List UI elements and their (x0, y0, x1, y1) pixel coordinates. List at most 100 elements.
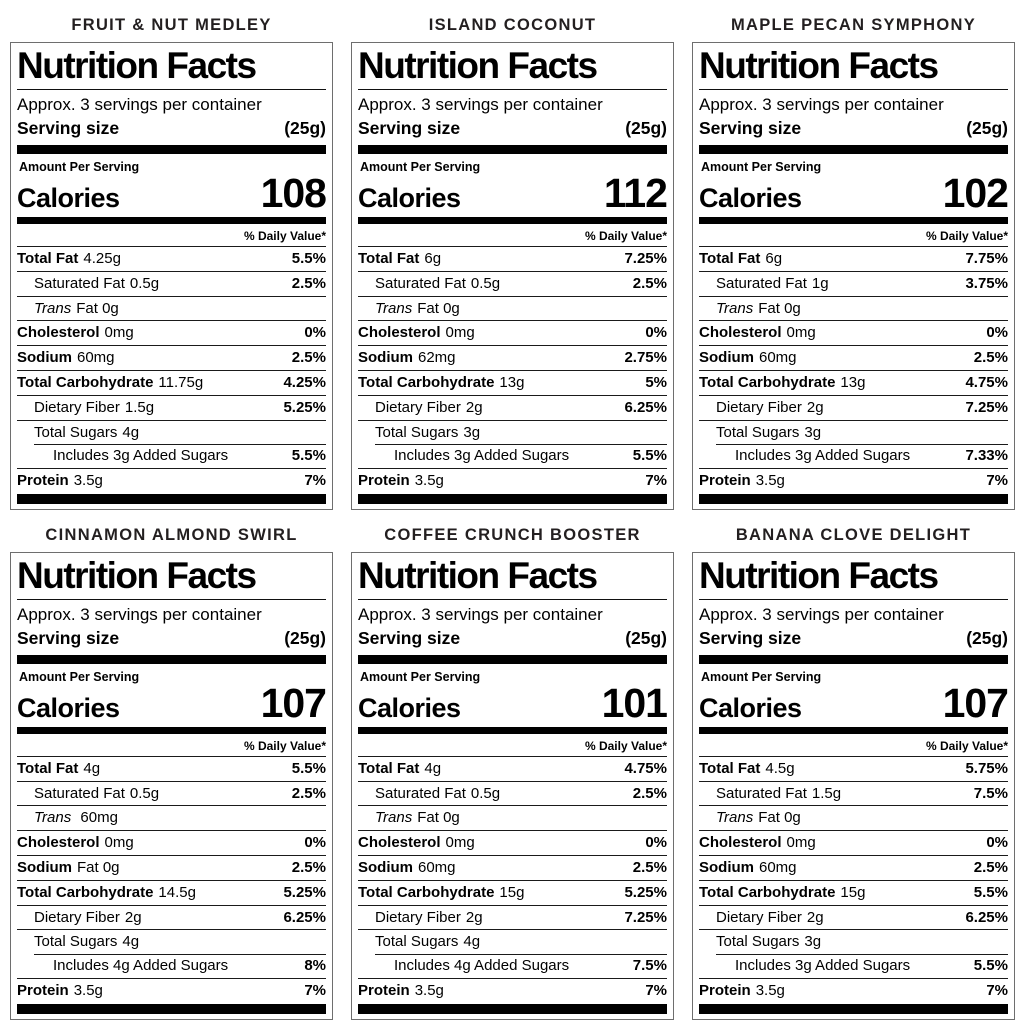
daily-value-header: % Daily Value* (925, 228, 1008, 243)
nutrient-row: Total Carbohydrate 15g 5.5% (699, 879, 1008, 905)
nutrient-row: Protein 3.5g 7% (699, 468, 1008, 493)
calories-value: 102 (942, 169, 1009, 216)
nutrient-amount: 0mg (445, 324, 475, 342)
rows: Total Fat 4.5g 5.75% Saturated Fat 1.5g 7.5% T… (699, 755, 1008, 1003)
nutrient-daily-value: 0% (304, 324, 326, 342)
nutrient-amount: 3g (804, 933, 822, 951)
nutrient-amount: 2g (806, 398, 824, 416)
label-card: ISLAND COCONUT Nutrition Facts Approx. 3… (351, 10, 674, 510)
nutrient-name: Sodium (17, 349, 72, 367)
labels-grid: FRUIT & NUT MEDLEY Nutrition Facts Appro… (10, 10, 1015, 1020)
rows: Total Fat 6g 7.75% Saturated Fat 1g 3.75% Tran… (699, 245, 1008, 493)
servings-per-container: Approx. 3 servings per container (699, 604, 944, 624)
nutrient-daily-value: 5.25% (624, 883, 667, 901)
medium-bar (358, 216, 667, 224)
nutrient-name: Protein (699, 472, 751, 490)
nutrient-row: Cholesterol 0mg 0% (17, 320, 326, 345)
nutrient-amount: 4g (122, 423, 140, 441)
nutrient-name: Sodium (699, 859, 754, 877)
nutrient-name: Protein (17, 982, 69, 1000)
nutrient-name: Includes 3g Added Sugars (394, 447, 570, 465)
divider (699, 88, 1008, 90)
nutrient-row: Trans Fat 0g (17, 295, 326, 321)
nutrient-name: Cholesterol (358, 324, 441, 342)
nutrient-name: Protein (17, 472, 69, 490)
nutrient-daily-value: 7.5% (632, 957, 667, 975)
amount-per-serving-label: Amount Per Serving (360, 669, 481, 684)
nutrient-row: Dietary Fiber 2g 7.25% (699, 394, 1008, 420)
nutrient-row: Sodium Fat 0g 2.5% (17, 855, 326, 880)
nutrient-row: Saturated Fat 1.5g 7.5% (699, 780, 1008, 806)
nutrient-daily-value: 4.75% (624, 759, 667, 777)
amount-per-serving-label: Amount Per Serving (19, 669, 140, 684)
nutrient-name: Total Fat (699, 249, 761, 267)
thick-bar (699, 144, 1008, 154)
serving-size-label: Serving size (699, 627, 802, 648)
nutrient-row: Dietary Fiber 2g 7.25% (358, 904, 667, 930)
label-card: FRUIT & NUT MEDLEY Nutrition Facts Appro… (10, 10, 333, 510)
nutrition-label: Nutrition Facts Approx. 3 servings per c… (10, 42, 333, 510)
medium-bar (17, 216, 326, 224)
nutrient-name: Saturated Fat (375, 274, 466, 292)
label-card: BANANA CLOVE DELIGHT Nutrition Facts App… (692, 520, 1015, 1020)
nutrient-name: Cholesterol (699, 834, 782, 852)
serving-size-value: (25g) (966, 627, 1008, 648)
rows: Total Fat 4g 5.5% Saturated Fat 0.5g 2.5% Tran… (17, 755, 326, 1003)
nutrition-facts-heading: Nutrition Facts (358, 45, 598, 86)
nutrient-row: Saturated Fat 0.5g 2.5% (358, 780, 667, 806)
nutrient-row: Sodium 60mg 2.5% (699, 345, 1008, 370)
divider (358, 598, 667, 600)
nutrient-daily-value: 7.25% (624, 249, 667, 267)
calories-row: Calories 112 (358, 172, 668, 217)
serving-size-value: (25g) (284, 117, 326, 138)
nutrient-name: Total Sugars (34, 423, 118, 441)
daily-value-header: % Daily Value* (243, 738, 326, 753)
nutrient-row: Protein 3.5g 7% (358, 978, 667, 1003)
nutrient-daily-value: 5.25% (283, 883, 326, 901)
servings-per-container: Approx. 3 servings per container (699, 94, 944, 114)
nutrient-daily-value: 5.5% (291, 447, 326, 465)
divider (17, 598, 326, 600)
serving-size-row: Serving size (25g) (699, 626, 1008, 655)
nutrient-name: Total Sugars (375, 933, 459, 951)
nutrient-daily-value: 0% (304, 834, 326, 852)
nutrient-amount: 3.5g (73, 472, 103, 490)
nutrient-amount: 3.5g (414, 982, 444, 1000)
nutrient-row: Includes 3g Added Sugars 5.5% (699, 954, 1008, 978)
nutrient-amount: 3.5g (755, 472, 785, 490)
calories-row: Calories 107 (17, 682, 327, 727)
nutrient-row: Total Sugars 3g (358, 419, 667, 445)
flavor-title: BANANA CLOVE DELIGHT (735, 525, 972, 544)
nutrient-name: Sodium (358, 349, 413, 367)
nutrient-name: Total Sugars (716, 933, 800, 951)
nutrient-row: Trans 60mg (17, 805, 326, 830)
nutrient-amount: 3.5g (755, 982, 785, 1000)
nutrient-name: Cholesterol (17, 834, 100, 852)
nutrient-daily-value: 7.25% (965, 398, 1008, 416)
thick-bar (699, 654, 1008, 664)
nutrient-daily-value: 7% (645, 472, 667, 490)
nutrient-daily-value: 5.5% (291, 759, 326, 777)
nutrient-row: Trans Fat 0g (358, 805, 667, 830)
nutrient-amount: 1.5g (124, 398, 155, 416)
nutrient-daily-value: 2.5% (291, 784, 326, 802)
nutrient-name: Dietary Fiber (716, 398, 802, 416)
rows: Total Fat 4g 4.75% Saturated Fat 0.5g 2.5% Tra… (358, 755, 667, 1003)
amount-per-serving-label: Amount Per Serving (19, 159, 140, 174)
nutrient-daily-value: 7% (304, 982, 326, 1000)
nutrient-name: Total Carbohydrate (17, 373, 154, 391)
amount-per-serving-label: Amount Per Serving (360, 159, 481, 174)
nutrient-daily-value: 7% (986, 472, 1008, 490)
nutrient-row: Protein 3.5g 7% (699, 978, 1008, 1003)
nutrient-row: Cholesterol 0mg 0% (17, 830, 326, 855)
nutrient-name: Includes 4g Added Sugars (394, 957, 570, 975)
nutrient-amount: Fat 0g (758, 809, 801, 827)
nutrient-amount: 13g (840, 373, 866, 391)
bottom-bar (17, 493, 326, 504)
daily-value-header: % Daily Value* (584, 228, 667, 243)
nutrition-facts-heading: Nutrition Facts (17, 554, 257, 596)
nutrient-amount: 14.5g (158, 883, 196, 901)
nutrient-name: Protein (358, 472, 410, 490)
nutrient-amount: 15g (840, 883, 866, 901)
nutrient-amount: 60mg (759, 349, 797, 367)
